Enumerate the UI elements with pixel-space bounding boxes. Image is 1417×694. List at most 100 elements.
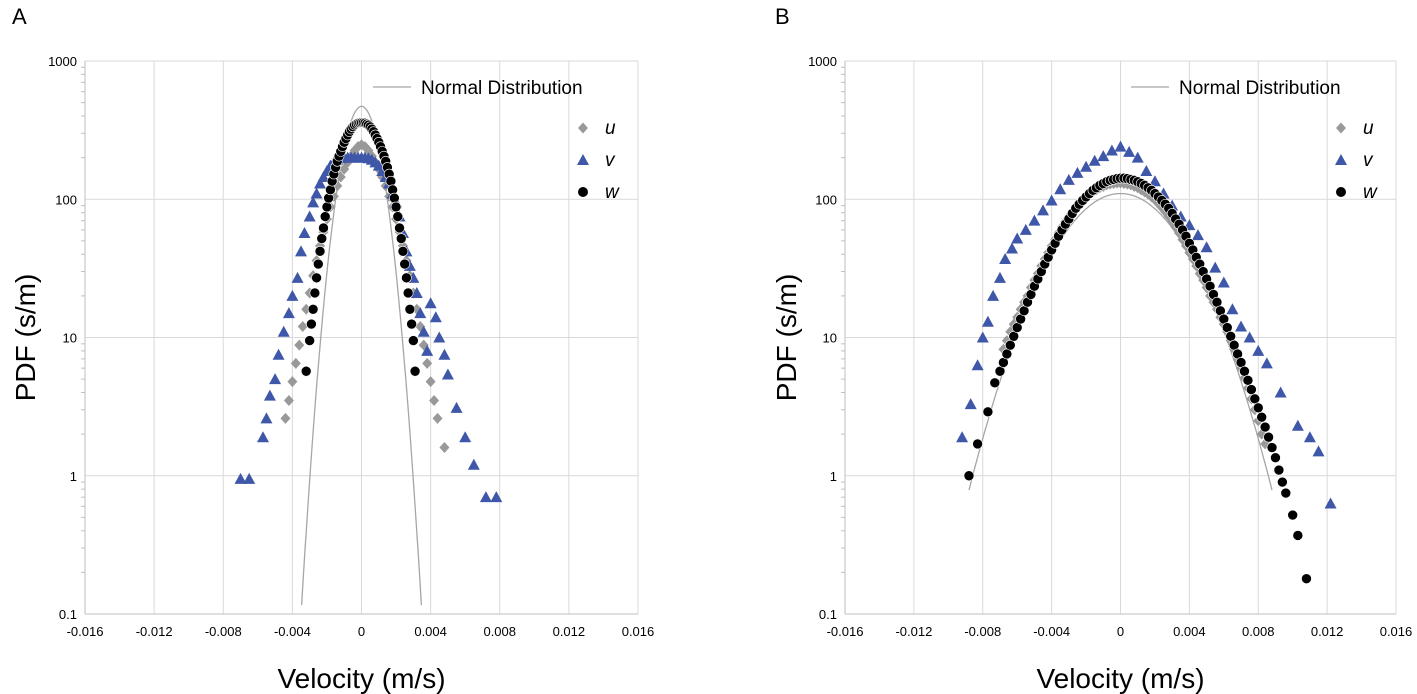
- data-point-v: [964, 398, 977, 410]
- data-point-v: [490, 491, 503, 503]
- x-axis-label: Velocity (m/s): [277, 663, 445, 694]
- data-point-v: [1080, 160, 1093, 172]
- data-point-v: [1291, 419, 1304, 431]
- data-point-u: [280, 412, 291, 424]
- legend-label-u: u: [1363, 118, 1374, 139]
- data-point-v: [459, 431, 472, 443]
- data-point-v: [429, 311, 442, 323]
- y-tick-label: 0.1: [59, 607, 77, 622]
- data-point-w: [404, 303, 416, 315]
- data-point-v: [282, 307, 295, 319]
- data-point-w: [395, 233, 407, 244]
- data-point-v: [269, 373, 282, 385]
- data-point-w: [406, 318, 417, 330]
- x-tick-label: -0.008: [964, 624, 1001, 639]
- data-point-w: [321, 201, 333, 213]
- data-point-w: [1239, 365, 1250, 377]
- data-point-w: [1301, 573, 1312, 585]
- data-point-v: [1312, 445, 1325, 457]
- data-point-v: [1303, 431, 1316, 443]
- series-u: [280, 139, 450, 454]
- data-point-u: [290, 357, 301, 369]
- data-point-w: [1246, 384, 1257, 395]
- data-point-w: [385, 175, 397, 187]
- legend: Normal Distribution uvw: [1131, 78, 1378, 203]
- data-point-w: [1225, 331, 1236, 342]
- legend-marker-v: [1335, 154, 1347, 165]
- data-point-w: [409, 365, 421, 377]
- data-point-v: [298, 227, 311, 239]
- data-point-v: [295, 245, 308, 257]
- y-tick-label: 10: [63, 331, 77, 346]
- data-point-v: [467, 458, 480, 470]
- data-point-v: [234, 472, 247, 484]
- data-point-v: [1260, 357, 1273, 369]
- data-point-w: [1273, 464, 1285, 476]
- data-point-v: [956, 431, 969, 443]
- series-v: [956, 140, 1337, 509]
- x-tick-label: -0.004: [274, 624, 311, 639]
- x-tick-label: 0.012: [553, 624, 586, 639]
- legend-label-v: v: [605, 150, 616, 171]
- data-point-w: [1263, 431, 1274, 443]
- data-point-u: [287, 376, 298, 388]
- y-axis-label: PDF (s/m): [10, 274, 41, 402]
- data-point-w: [1228, 339, 1240, 351]
- data-point-v: [421, 344, 434, 356]
- legend-label-u: u: [605, 118, 616, 139]
- data-point-v: [1123, 145, 1136, 157]
- legend-label-w: w: [605, 182, 620, 203]
- chart-panel-b: B -0.016 -0.012 -0.008 -0.004 0 0.004 0.008 0.01…: [771, 4, 1412, 694]
- data-point-w: [402, 287, 414, 299]
- panel-label: A: [12, 4, 27, 29]
- data-point-w: [399, 258, 411, 270]
- legend-label-normal: Normal Distribution: [421, 78, 583, 99]
- data-point-v: [1131, 151, 1144, 163]
- data-point-w: [1252, 402, 1264, 414]
- legend: Normal Distribution uvw: [373, 78, 620, 203]
- data-point-w: [994, 365, 1006, 377]
- data-point-w: [316, 233, 328, 244]
- y-axis-label: PDF (s/m): [771, 274, 802, 402]
- y-tick-label: 0.1: [819, 607, 837, 622]
- data-point-w: [1270, 452, 1281, 464]
- data-point-w: [392, 211, 404, 222]
- data-point-v: [1235, 320, 1248, 332]
- data-point-w: [311, 272, 322, 284]
- data-point-u: [425, 376, 436, 388]
- data-point-v: [1097, 150, 1110, 162]
- data-point-w: [306, 318, 317, 330]
- data-point-u: [432, 412, 443, 424]
- data-point-v: [1088, 154, 1101, 166]
- data-point-v: [263, 389, 276, 401]
- data-point-v: [1148, 175, 1161, 187]
- data-point-w: [1001, 348, 1013, 360]
- data-point-w: [408, 335, 419, 346]
- series-w: [300, 117, 421, 377]
- data-point-v: [277, 325, 290, 337]
- data-point-v: [1217, 276, 1230, 288]
- data-point-v: [256, 431, 269, 443]
- x-tick-label: -0.016: [67, 624, 104, 639]
- data-point-v: [1274, 386, 1287, 398]
- data-point-w: [1292, 530, 1304, 541]
- data-point-v: [1019, 223, 1032, 235]
- x-tick-label: 0.012: [1311, 624, 1344, 639]
- data-point-v: [307, 196, 320, 208]
- normal-distribution-curve: [300, 105, 423, 606]
- data-point-v: [1045, 194, 1058, 206]
- data-point-v: [450, 401, 463, 413]
- data-point-v: [243, 472, 256, 484]
- data-point-w: [1242, 375, 1254, 386]
- data-point-v: [1140, 165, 1153, 177]
- data-point-w: [307, 303, 319, 315]
- data-point-v: [1191, 229, 1204, 241]
- data-point-w: [397, 246, 409, 257]
- legend-marker-w: [578, 187, 588, 197]
- data-point-v: [987, 289, 1000, 301]
- data-point-v: [424, 297, 437, 309]
- legend-marker-u: [1336, 122, 1346, 134]
- x-tick-label: 0.004: [1173, 624, 1206, 639]
- data-point-v: [1209, 261, 1222, 273]
